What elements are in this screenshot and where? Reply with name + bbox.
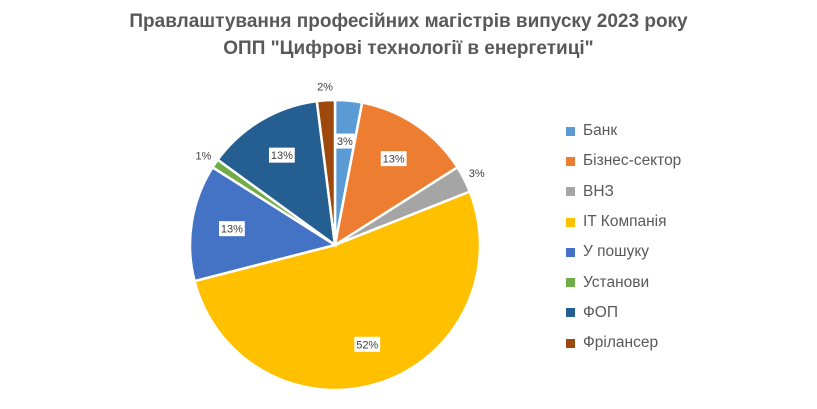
legend-item: Фрілансер <box>566 328 681 358</box>
data-label-box-5 <box>218 221 245 237</box>
legend-label: У пошуку <box>583 243 650 261</box>
data-label-1: 3% <box>337 136 353 148</box>
legend-label: ВНЗ <box>583 182 614 200</box>
data-label-box-7 <box>268 147 295 163</box>
data-label-box-1 <box>335 133 355 149</box>
pie-slice-5 <box>188 165 339 283</box>
legend-swatch <box>566 187 575 197</box>
legend-item: Банк <box>566 116 681 146</box>
chart-title-block: Правлаштування професійних магістрів вип… <box>0 8 817 62</box>
chart-title: Правлаштування професійних магістрів вип… <box>129 11 688 32</box>
legend-swatch <box>566 278 575 288</box>
data-label-8: 2% <box>317 81 333 93</box>
chart-subtitle: ОПП "Цифрові технології в енергетиці" <box>223 38 594 59</box>
legend-item: Установи <box>566 267 681 297</box>
legend-swatch <box>566 126 575 136</box>
legend-item: У пошуку <box>566 237 681 267</box>
data-label-2: 13% <box>383 154 405 166</box>
data-label-6: 1% <box>196 151 212 163</box>
legend-swatch <box>566 247 575 257</box>
legend-label: IT Компанія <box>583 213 667 231</box>
legend-item: IT Компанія <box>566 207 681 237</box>
pie-slice-2 <box>333 101 460 248</box>
legend-swatch <box>566 338 575 348</box>
legend-label: ФОП <box>583 303 618 321</box>
legend-swatch <box>566 308 575 318</box>
legend-item: ВНЗ <box>566 177 681 207</box>
chart-legend: Банк Бізнес-сектор ВНЗ IT Компанія У пошуку У… <box>566 116 681 358</box>
legend-label: Фрілансер <box>583 334 659 352</box>
pie-slice-4 <box>193 189 482 392</box>
data-label-box-4 <box>354 336 381 352</box>
data-label-3: 3% <box>469 168 485 180</box>
legend-item: Бізнес-сектор <box>566 146 681 176</box>
data-label-7: 13% <box>271 150 293 162</box>
legend-label: Бізнес-сектор <box>583 152 682 170</box>
legend-label: Установи <box>583 273 650 291</box>
legend-swatch <box>566 156 575 166</box>
data-label-4: 52% <box>356 339 378 351</box>
legend-swatch <box>566 217 575 227</box>
pie-slice-8 <box>315 98 337 246</box>
data-label-box-2 <box>380 151 407 167</box>
data-label-5: 13% <box>221 224 243 236</box>
pie-slice-7 <box>215 99 337 248</box>
pie-slices <box>188 98 482 392</box>
legend-item: ФОП <box>566 298 681 328</box>
legend-label: Банк <box>583 122 618 140</box>
pie-data-labels: 3% 13% 3% 52% 13% 1% 13% 2% <box>196 81 485 352</box>
